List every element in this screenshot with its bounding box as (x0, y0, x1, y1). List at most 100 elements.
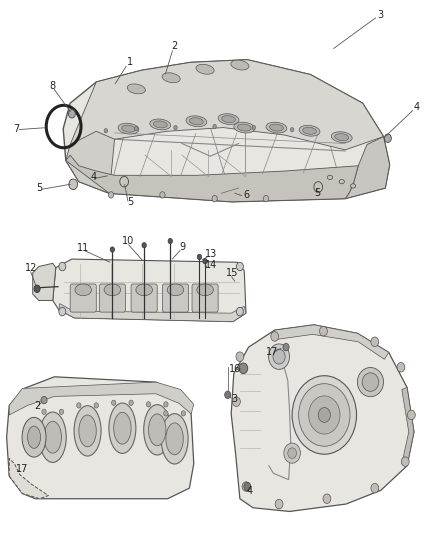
Ellipse shape (318, 408, 330, 422)
Text: 10: 10 (121, 236, 134, 246)
Ellipse shape (292, 376, 357, 454)
Text: 7: 7 (14, 124, 20, 134)
Polygon shape (345, 136, 390, 199)
Circle shape (213, 124, 216, 128)
Ellipse shape (153, 121, 167, 128)
Ellipse shape (237, 124, 251, 131)
Ellipse shape (309, 396, 340, 434)
Polygon shape (275, 325, 389, 359)
Circle shape (239, 363, 248, 374)
Text: 3: 3 (377, 10, 383, 20)
Text: 4: 4 (91, 172, 97, 182)
Ellipse shape (167, 284, 184, 296)
Circle shape (168, 238, 173, 244)
Ellipse shape (104, 284, 120, 296)
Text: 17: 17 (266, 348, 278, 358)
Text: 12: 12 (25, 263, 37, 273)
Circle shape (181, 411, 185, 416)
Polygon shape (402, 387, 414, 466)
Polygon shape (53, 259, 246, 321)
Circle shape (233, 397, 240, 407)
Text: 4: 4 (247, 486, 253, 496)
Ellipse shape (118, 123, 139, 134)
Ellipse shape (303, 127, 317, 134)
Polygon shape (70, 60, 384, 150)
Circle shape (146, 402, 151, 407)
Circle shape (212, 196, 217, 202)
Circle shape (236, 352, 244, 361)
Text: 5: 5 (127, 197, 133, 207)
Ellipse shape (148, 414, 166, 446)
Circle shape (69, 179, 78, 190)
Circle shape (237, 262, 244, 271)
Ellipse shape (339, 180, 344, 184)
Circle shape (385, 134, 391, 142)
Polygon shape (66, 131, 115, 193)
Circle shape (401, 457, 409, 466)
Ellipse shape (231, 60, 249, 70)
Circle shape (290, 127, 294, 132)
Text: 9: 9 (180, 242, 186, 252)
Polygon shape (63, 60, 390, 202)
Ellipse shape (186, 116, 207, 127)
Ellipse shape (197, 284, 213, 296)
Circle shape (242, 482, 250, 491)
Ellipse shape (234, 122, 254, 133)
Ellipse shape (335, 134, 349, 141)
Circle shape (94, 403, 99, 408)
Text: 8: 8 (49, 81, 56, 91)
Text: 5: 5 (314, 188, 321, 198)
Ellipse shape (114, 413, 131, 444)
FancyBboxPatch shape (131, 284, 157, 312)
Circle shape (160, 192, 165, 198)
Circle shape (320, 326, 327, 336)
Ellipse shape (22, 417, 46, 457)
Ellipse shape (150, 119, 171, 130)
Ellipse shape (273, 349, 285, 364)
Circle shape (174, 125, 177, 130)
Text: 2: 2 (172, 42, 178, 52)
Text: 11: 11 (77, 243, 89, 253)
Ellipse shape (74, 406, 101, 456)
Circle shape (41, 397, 47, 404)
Circle shape (203, 259, 207, 264)
Circle shape (271, 332, 279, 341)
Ellipse shape (357, 368, 384, 397)
Circle shape (314, 182, 322, 192)
Ellipse shape (144, 405, 171, 455)
Text: 13: 13 (205, 249, 217, 260)
Circle shape (397, 362, 405, 372)
Text: 15: 15 (226, 268, 238, 278)
Ellipse shape (121, 125, 135, 132)
Circle shape (109, 192, 114, 198)
Circle shape (68, 110, 75, 118)
Ellipse shape (189, 118, 203, 125)
Circle shape (142, 243, 146, 248)
Circle shape (110, 247, 115, 252)
Polygon shape (33, 263, 56, 301)
Text: 6: 6 (243, 190, 249, 200)
Ellipse shape (196, 64, 214, 74)
Circle shape (252, 125, 255, 130)
Ellipse shape (28, 426, 41, 448)
Ellipse shape (166, 423, 184, 455)
Circle shape (371, 483, 379, 493)
Circle shape (134, 126, 138, 131)
Ellipse shape (222, 116, 236, 123)
Ellipse shape (109, 403, 136, 454)
Circle shape (77, 403, 81, 408)
Circle shape (275, 499, 283, 509)
Circle shape (237, 308, 244, 316)
Circle shape (164, 402, 168, 407)
Circle shape (34, 285, 40, 293)
Ellipse shape (136, 284, 152, 296)
FancyBboxPatch shape (162, 284, 188, 312)
Ellipse shape (288, 448, 297, 458)
Circle shape (323, 494, 331, 504)
Circle shape (59, 409, 64, 415)
Ellipse shape (127, 84, 145, 94)
Polygon shape (59, 304, 246, 321)
Circle shape (225, 391, 231, 399)
Polygon shape (9, 382, 194, 415)
Polygon shape (7, 377, 194, 499)
